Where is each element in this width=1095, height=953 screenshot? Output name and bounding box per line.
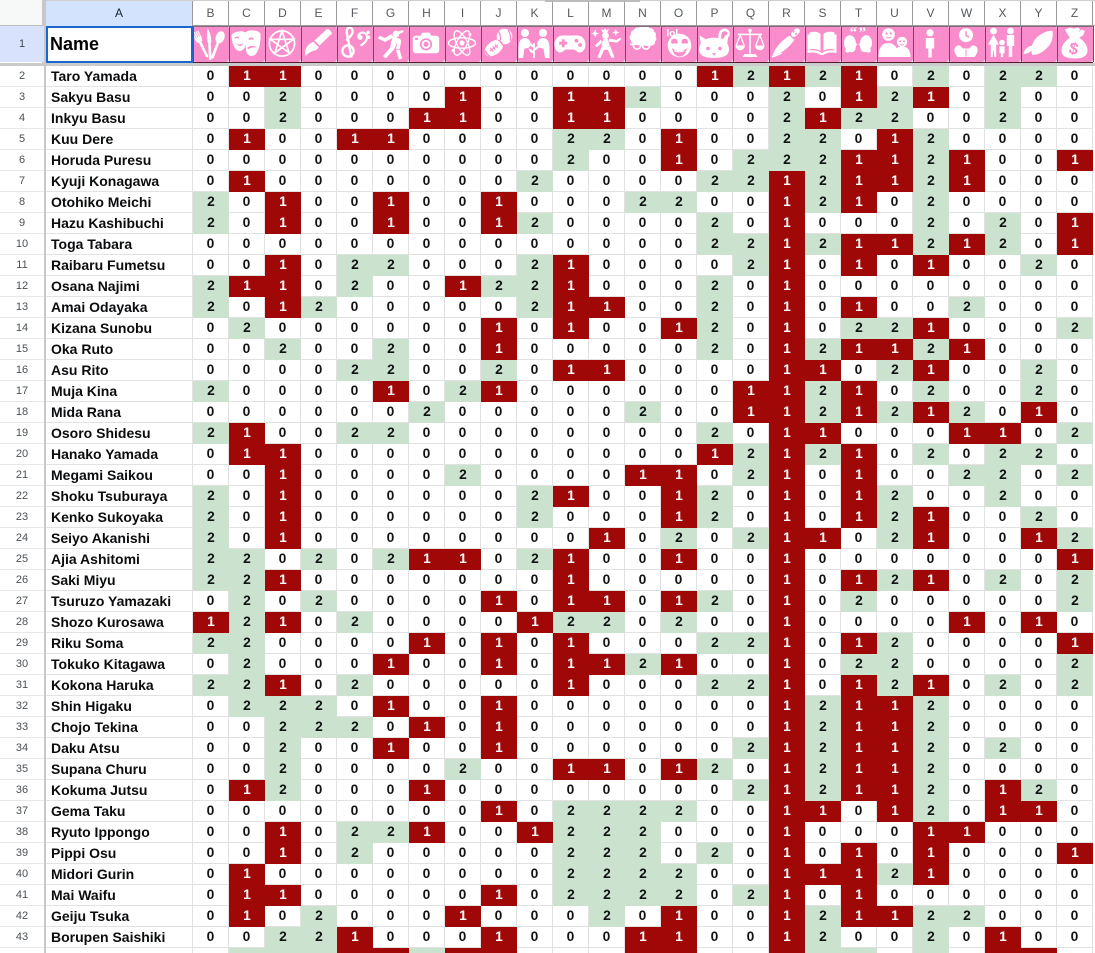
svg-text:$: $ <box>1067 39 1080 59</box>
svg-text:”: ” <box>859 26 867 41</box>
svg-text:“: “ <box>850 26 858 41</box>
svg-text:lol: lol <box>667 29 679 40</box>
